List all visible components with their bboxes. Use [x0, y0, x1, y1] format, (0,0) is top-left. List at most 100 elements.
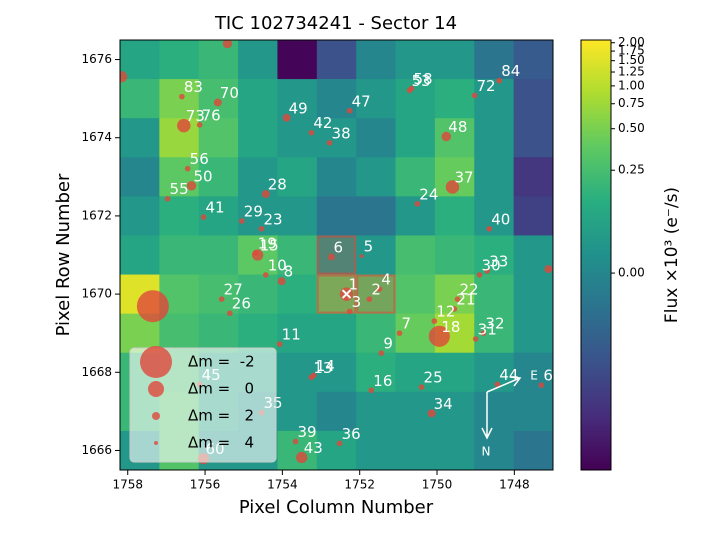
- star-label: 53: [412, 72, 431, 90]
- pixel: [513, 196, 553, 236]
- pixel: [316, 313, 357, 354]
- star-marker: [476, 272, 483, 278]
- pixel: [277, 352, 318, 393]
- star-marker: [368, 387, 375, 394]
- star-label: 32: [485, 315, 504, 333]
- star-marker: [472, 336, 479, 342]
- star-label: 21: [456, 290, 475, 308]
- star-marker: [308, 129, 315, 136]
- star-marker: [427, 409, 436, 418]
- pixel: [356, 118, 397, 158]
- star-label: 41: [206, 199, 225, 217]
- star-marker: [226, 310, 233, 317]
- chart-title: TIC 102734241 - Sector 14: [214, 13, 457, 34]
- star-marker: [310, 372, 317, 379]
- overlay: Δm = -2 Δm = 0 Δm = 2 Δm = 4 N E: [129, 346, 538, 463]
- star-label: 31: [478, 321, 497, 339]
- pixel: [513, 430, 553, 470]
- pixel: [120, 40, 160, 80]
- pixel: [474, 430, 515, 470]
- pixel: [434, 430, 475, 470]
- pixel: [513, 313, 553, 354]
- star-label: 42: [313, 114, 332, 132]
- y-tick-label: 1674: [81, 130, 112, 144]
- pixel: [513, 352, 553, 393]
- pixel: [316, 118, 357, 158]
- pixel: [277, 79, 318, 119]
- pixel: [277, 391, 318, 432]
- pixel: [434, 196, 475, 236]
- pixel: [316, 391, 357, 432]
- star-marker: [494, 381, 501, 388]
- star-marker: [346, 107, 353, 114]
- star-marker: [282, 113, 291, 122]
- star-marker: [296, 451, 308, 464]
- pixel: [316, 352, 357, 393]
- y-axis-label: Pixel Row Number: [53, 173, 74, 336]
- pixel: [316, 196, 357, 236]
- legend-marker: [152, 412, 160, 420]
- star-label: 11: [282, 326, 301, 344]
- pixel: [434, 79, 475, 119]
- star-label: 47: [352, 92, 371, 110]
- colorbar-tick-label: 1.75: [618, 44, 645, 58]
- star-marker: [431, 318, 438, 324]
- star-marker: [378, 350, 385, 356]
- colorbar-tick-label: 1.00: [618, 78, 645, 92]
- star-marker: [258, 225, 265, 232]
- legend-marker: [148, 381, 164, 397]
- pixel: [513, 118, 553, 158]
- star-label: 1: [349, 276, 359, 294]
- star-label: 9: [383, 335, 393, 353]
- star-marker: [496, 77, 503, 84]
- colorbar-tick-label: 0.75: [618, 96, 645, 110]
- star-marker: [414, 200, 421, 207]
- pixel: [474, 118, 515, 158]
- legend-label: Δm = -2: [188, 353, 255, 371]
- star-marker: [328, 253, 335, 261]
- colorbar-tick-label: 0.50: [618, 121, 645, 135]
- pixel: [513, 391, 553, 432]
- star-label: 44: [499, 366, 518, 384]
- y-tick-label: 1676: [81, 52, 112, 66]
- colorbar-tick-label: 0.25: [618, 163, 645, 177]
- pixel: [474, 157, 515, 197]
- star-marker: [196, 121, 203, 128]
- x-tick-label: 1756: [190, 478, 221, 492]
- star-label: 70: [220, 84, 239, 102]
- star-marker: [366, 296, 373, 303]
- compass-e-label: E: [530, 369, 538, 383]
- star-marker: [186, 181, 197, 191]
- star-label: 4: [381, 271, 391, 289]
- aperture-pixel: [316, 235, 357, 275]
- star-label: 5: [364, 238, 374, 256]
- colorbar-label: Flux ×10³ (e⁻/s): [662, 187, 682, 323]
- star-label: 7: [402, 315, 412, 333]
- pixel: [277, 157, 318, 197]
- star-marker: [261, 190, 270, 199]
- x-tick-label: 1758: [112, 478, 143, 492]
- pixel: [316, 235, 357, 276]
- star-label: 19: [258, 235, 277, 253]
- star-label: 76: [202, 106, 221, 124]
- legend-marker: [140, 346, 172, 378]
- star-label: 55: [170, 180, 189, 198]
- pixel: [356, 430, 397, 470]
- pixel: [277, 196, 318, 236]
- star-label: 22: [460, 281, 479, 299]
- pixel: [513, 40, 553, 80]
- pixel: [356, 79, 397, 119]
- pixel: [316, 157, 357, 197]
- pixel: [474, 391, 515, 432]
- x-tick-label: 1752: [344, 478, 375, 492]
- x-tick-label: 1754: [267, 478, 298, 492]
- pixel: [434, 40, 475, 80]
- pixel: [474, 274, 515, 315]
- pixel: [238, 118, 278, 158]
- star-marker: [408, 85, 415, 92]
- pixel: [198, 118, 239, 158]
- pixel: [159, 40, 200, 80]
- pixel: [198, 274, 239, 315]
- pixel: [513, 79, 553, 119]
